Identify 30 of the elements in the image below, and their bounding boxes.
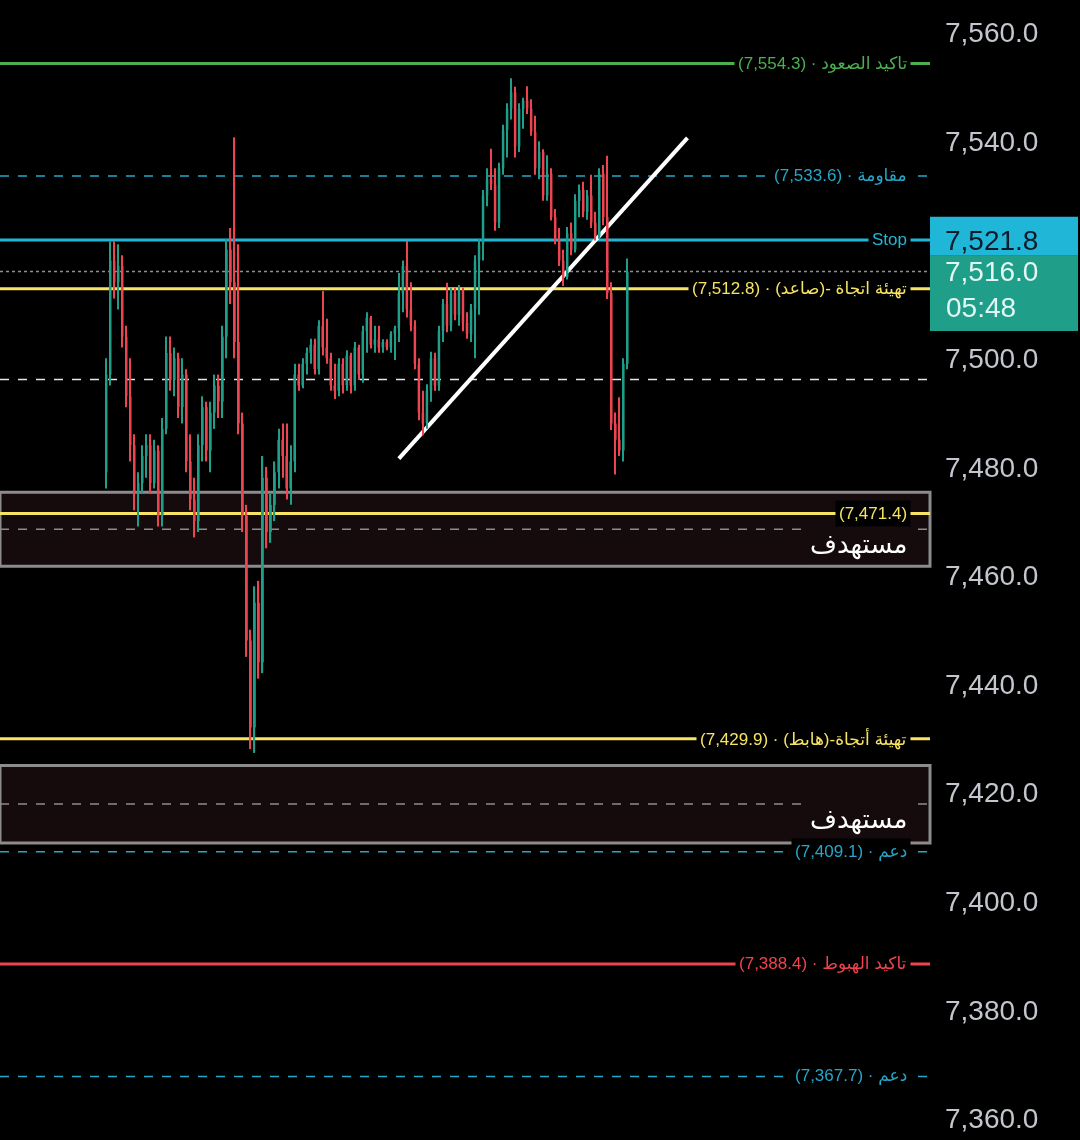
ref-line-label: تهيئة أتجاة-(هابط) · (7,429.9) [700,728,907,750]
candlestick [253,586,256,753]
y-tick-label: 7,400.0 [945,885,1039,917]
ref-line-label: تاكيد الصعود · (7,554.3) [738,54,908,73]
ref-line-label: مقاومة · (7,533.6) [774,166,907,185]
y-tick-label: 7,540.0 [945,125,1039,157]
candlestick [257,580,260,679]
candlestick [217,374,220,418]
y-tick-label: 7,516.0 [945,256,1039,288]
ref-line-label: (7,471.4) [839,504,908,523]
y-tick-label: 7,360.0 [945,1103,1039,1135]
y-tick-label: 7,560.0 [945,17,1039,49]
band-label: مستهدف [810,529,908,560]
ref-line-label: Stop [872,230,907,249]
y-tick-label: 7,521.8 [945,224,1039,256]
y-tick-label: 7,440.0 [945,668,1039,700]
band-label: مستهدف [810,804,908,835]
y-tick-label: 7,380.0 [945,994,1039,1026]
candlestick [261,456,264,674]
y-tick-label: 7,420.0 [945,777,1039,809]
candlestick [265,466,268,549]
ref-line-label: تهيئة اتجاة -(صاعد) · (7,512.8) [692,279,908,299]
ref-line-label: دعم · (7,409.1) [795,842,908,862]
y-tick-label: 7,480.0 [945,451,1039,483]
y-tick-label: 7,460.0 [945,560,1039,592]
text: 05:48 [946,292,1017,323]
ref-line-label: تاكيد الهبوط · (7,388.4) [739,954,907,974]
candlestick [205,401,208,462]
ref-line-label: دعم · (7,367.7) [795,1066,908,1086]
y-tick-label: 7,500.0 [945,343,1039,375]
